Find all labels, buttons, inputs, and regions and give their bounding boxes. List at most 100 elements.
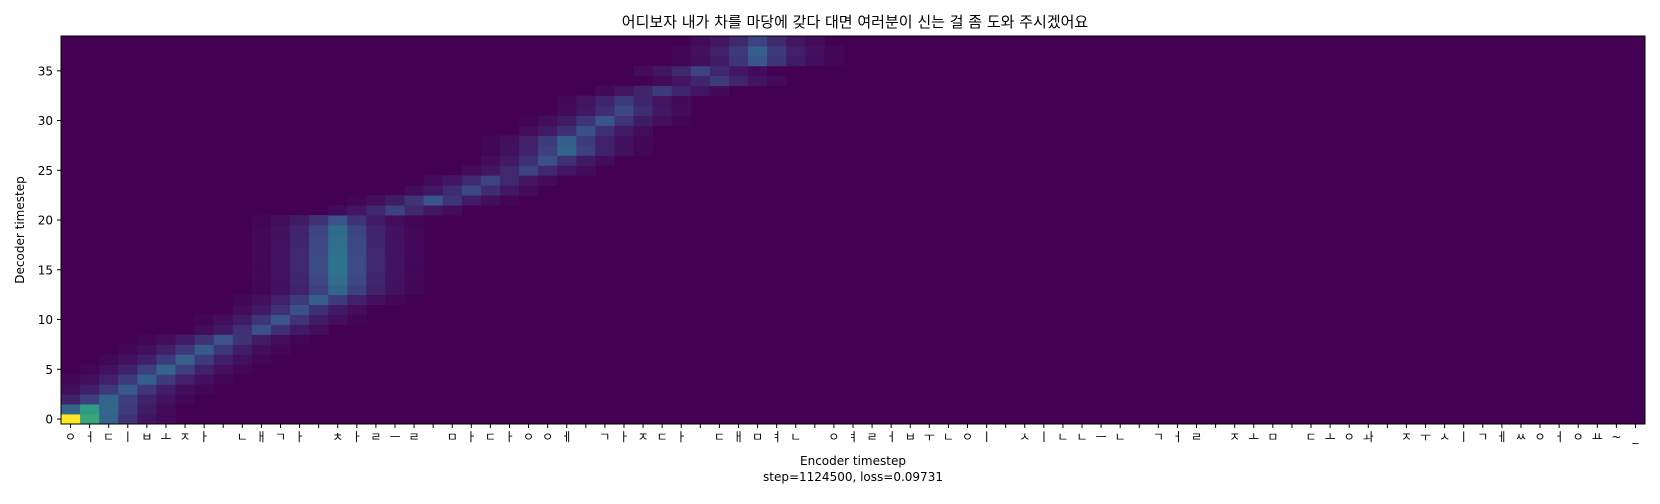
heatmap-cell — [309, 274, 329, 286]
heatmap-cell — [290, 324, 310, 335]
heatmap-cell — [251, 284, 272, 296]
heatmap-cell — [156, 384, 176, 395]
heatmap-cell — [614, 145, 634, 156]
x-tick-label: ㅣ — [122, 430, 133, 444]
x-tick-label: ㅂ — [905, 430, 916, 444]
heatmap-cell — [480, 145, 501, 156]
x-tick-label: ㅇ — [523, 430, 534, 444]
x-tick-label: ㅂ — [141, 430, 152, 444]
heatmap-cell — [290, 294, 310, 306]
x-tick-label: ㄱ — [275, 430, 286, 444]
x-tick-label: _ — [1631, 430, 1639, 444]
heatmap-cell — [499, 175, 520, 186]
heatmap-cell — [538, 115, 558, 126]
heatmap-cell — [156, 374, 176, 385]
heatmap-cell — [748, 65, 768, 77]
heatmap-cell — [767, 45, 787, 57]
heatmap-cell — [251, 324, 272, 335]
heatmap-cell — [347, 215, 367, 226]
heatmap-cell — [99, 414, 119, 425]
x-tick-label: ㄹ — [1191, 430, 1202, 444]
y-tick-label: 0 — [45, 413, 53, 427]
heatmap-cell — [385, 254, 405, 266]
heatmap-cell — [290, 264, 310, 276]
x-tick-label: ㅣ — [1458, 430, 1469, 444]
heatmap-cell — [576, 165, 596, 176]
heatmap-cell — [786, 55, 806, 67]
heatmap-cell — [557, 95, 577, 107]
x-tick-label: ㄹ — [867, 430, 878, 444]
heatmap-cell — [309, 284, 329, 296]
heatmap-cell — [595, 95, 615, 107]
heatmap-cell — [61, 384, 81, 395]
x-tick-label: ㅘ — [1363, 430, 1374, 444]
heatmap-cell — [309, 264, 329, 276]
heatmap-cell — [80, 394, 100, 405]
heatmap-cell — [118, 364, 138, 375]
heatmap-cell — [366, 195, 386, 206]
heatmap-cell — [576, 105, 596, 116]
heatmap-cell — [652, 95, 673, 107]
heatmap-cell — [385, 244, 405, 256]
x-tick-label: ㅈ — [1401, 430, 1412, 444]
heatmap-cell — [290, 244, 310, 256]
heatmap-cell — [232, 324, 253, 335]
heatmap-cell — [557, 135, 577, 146]
heatmap-cell — [557, 115, 577, 126]
heatmap-cell — [652, 115, 673, 126]
heatmap-cell — [461, 175, 482, 186]
heatmap-cell — [748, 75, 768, 87]
heatmap-cell — [232, 314, 253, 325]
heatmap-cell — [251, 314, 272, 325]
heatmap-cell — [728, 55, 749, 67]
heatmap-cell — [423, 175, 444, 186]
y-tick-label: 35 — [38, 64, 53, 78]
heatmap-cell — [213, 324, 234, 335]
heatmap-cell — [137, 344, 157, 355]
x-tick-label: ㅇ — [542, 430, 553, 444]
heatmap-cell — [690, 75, 711, 87]
heatmap-cell — [347, 254, 367, 266]
heatmap-cell — [404, 284, 424, 296]
heatmap-cell — [557, 155, 577, 166]
heatmap-cell — [290, 215, 310, 226]
heatmap-cell — [137, 404, 157, 415]
heatmap-cell — [576, 145, 596, 156]
heatmap-cell — [270, 225, 291, 236]
x-axis-label: Encoder timestep — [800, 454, 906, 468]
x-tick-label: ㅜ — [924, 430, 935, 444]
x-axis-ticks: ㅇㅓㄷㅣㅂㅗㅈㅏ ㄴㅐㄱㅏ ㅊㅏㄹㅡㄹ ㅁㅏㄷㅏㅇㅇㅔ ㄱㅏㅈㄷㅏ ㄷㅐㅁㅕㄴ … — [65, 424, 1639, 444]
heatmap-cell — [347, 304, 367, 315]
heatmap-cell — [519, 125, 539, 136]
x-tick-label: ㄴ — [943, 430, 954, 444]
heatmap-cell — [652, 75, 673, 87]
heatmap-cell — [309, 215, 329, 226]
heatmap-cell — [805, 36, 825, 47]
heatmap-cell — [99, 354, 119, 365]
heatmap-cell — [251, 354, 272, 365]
heatmap-cell — [270, 334, 291, 345]
heatmap-cell — [213, 334, 234, 345]
heatmap-cell — [194, 374, 215, 385]
x-tick-label: ㅕ — [771, 430, 782, 444]
x-tick-label: ㄱ — [599, 430, 610, 444]
x-tick-label: ㄷ — [485, 430, 496, 444]
heatmap-cell — [328, 274, 348, 286]
x-tick-label: ㅓ — [84, 430, 95, 444]
y-axis-ticks: 0 5 10 15 20 25 30 35 — [38, 64, 61, 427]
x-tick-label: ㅓ — [886, 430, 897, 444]
heatmap-cell — [385, 195, 405, 206]
heatmap-cell — [347, 274, 367, 286]
heatmap-cell — [232, 364, 253, 375]
y-tick-label: 20 — [38, 214, 53, 228]
heatmap-cell — [671, 55, 692, 67]
y-tick-label: 15 — [38, 263, 53, 277]
heatmap-cell — [328, 234, 348, 246]
heatmap-cell — [767, 36, 787, 47]
heatmap-cell — [633, 105, 654, 116]
heatmap-cell — [748, 36, 768, 47]
heatmap-cell — [557, 105, 577, 116]
x-tick-label: ㅔ — [1496, 430, 1507, 444]
heatmap-cell — [671, 85, 692, 97]
x-tick-label: ㅗ — [1248, 430, 1259, 444]
